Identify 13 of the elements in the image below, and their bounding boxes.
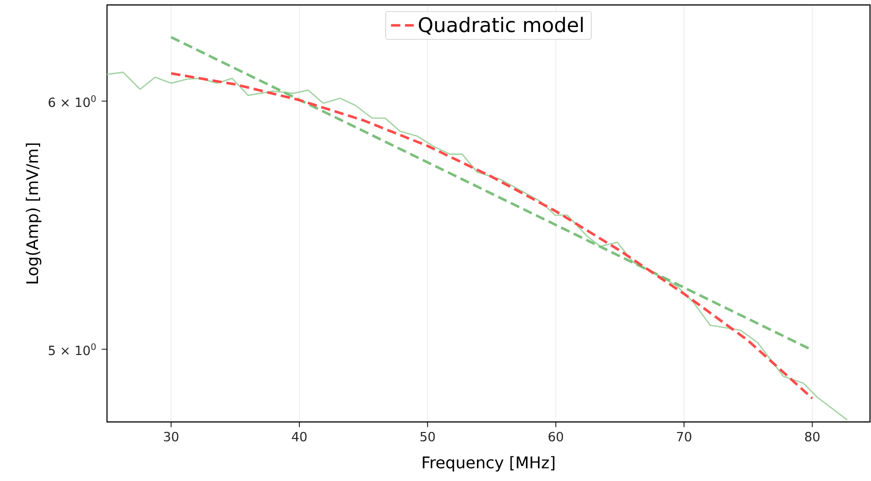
line-series	[107, 72, 848, 421]
legend-label: Quadratic model	[418, 16, 583, 35]
y-tick-label: 5 × 10$^{0}$	[48, 343, 96, 356]
x-tick-label: 70	[677, 432, 692, 442]
x-axis-title: Frequency [MHz]	[422, 456, 554, 472]
x-tick-label: 50	[420, 432, 435, 442]
y-axis-title: Log(Amp) [mV/m]	[26, 143, 42, 284]
x-tick-label: 30	[164, 432, 178, 442]
y-tick-label: 6 × 10$^{0}$	[48, 95, 96, 108]
x-tick-label: 80	[805, 432, 820, 442]
line-series	[170, 72, 814, 400]
x-tick-label: 40	[292, 432, 307, 442]
x-tick-label: 60	[548, 432, 564, 442]
